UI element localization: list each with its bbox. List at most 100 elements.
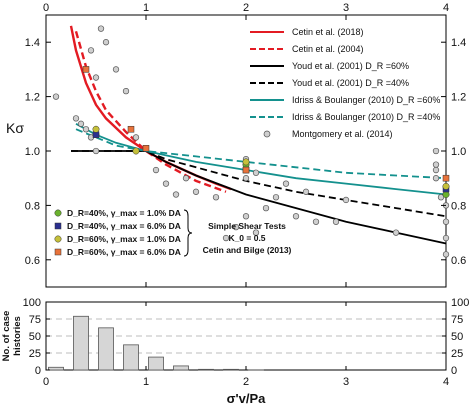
- montgomery-point: [432, 166, 440, 174]
- top-y-tick-label-right: 1.2: [451, 92, 466, 104]
- top-y-tick-label-right: 1.4: [451, 37, 466, 49]
- top-y-tick-label-left: 1.2: [25, 92, 40, 104]
- montgomery-point: [92, 147, 100, 155]
- montgomery-point: [442, 234, 450, 242]
- bottom-y-tick-label-left: 100: [23, 297, 41, 309]
- montgomery-point: [432, 161, 440, 168]
- top-y-tick-label-right: 0.8: [451, 200, 466, 212]
- montgomery-point: [432, 147, 440, 155]
- legend-entry-label: Montgomery et al. (2014): [292, 129, 393, 139]
- simple-shear-legend-marker: [54, 235, 62, 243]
- bottom-y-tick-label-right: 75: [451, 314, 463, 326]
- brace: [183, 209, 193, 257]
- bottom-bars: [48, 315, 264, 371]
- top-y-tick-label-right: 0.6: [451, 255, 466, 267]
- bottom-x-tick-label: 1: [143, 376, 149, 388]
- simple-shear-point: [92, 125, 100, 133]
- top-y-tick-label-left: 0.6: [25, 255, 40, 267]
- bottom-y-tick-label-left: 25: [29, 348, 41, 360]
- top-x-tick-label: 4: [443, 2, 449, 14]
- simple-shear-annotation: Cetin and Bilge (2013): [203, 245, 292, 255]
- legend-entry-label: Cetin et al. (2004): [292, 44, 364, 54]
- bottom-x-tick-label: 3: [343, 376, 349, 388]
- montgomery-point: [222, 234, 230, 242]
- simple-shear-annotation: Simple Shear Tests: [208, 221, 286, 231]
- montgomery-point: [112, 66, 120, 73]
- montgomery-point: [122, 88, 130, 95]
- series-line-4: [75, 123, 447, 196]
- legend-swatch: [263, 130, 271, 138]
- montgomery-point: [252, 169, 260, 176]
- simple-shear-legend: D_R=40%, γ_max = 1.0% DA D_R=40%, γ_max =…: [54, 208, 292, 257]
- bottom-y-tick-label-right: 50: [451, 331, 463, 343]
- bottom-y-axis-label-line-2: histories: [12, 316, 23, 356]
- top-y-tick-label-right: 1.0: [451, 146, 466, 158]
- top-y-tick-label-left: 0.8: [25, 200, 40, 212]
- bottom-y-axis-label-line-1: No. of case: [1, 311, 12, 362]
- montgomery-point: [97, 25, 105, 32]
- legend-entry-label: Youd et al. (2001) D_R =40%: [292, 78, 409, 88]
- histogram-bar: [148, 356, 164, 371]
- bottom-y-tick-label-right: 25: [451, 348, 463, 360]
- simple-shear-legend-label: D_R=60%, γ_max = 1.0% DA: [67, 234, 181, 244]
- simple-shear-point: [127, 125, 135, 133]
- montgomery-point: [252, 229, 260, 236]
- top-plot: 0 1 2 3 4 0.6 0.6 0.8 0.8 1.0 1.0 1.2 1.2 1.4 1.4 Kσ C…: [6, 2, 466, 288]
- legend-entry-label: Idriss & Boulanger (2010) D_R =60%: [292, 95, 440, 105]
- montgomery-point: [442, 218, 450, 225]
- histogram-bar: [173, 365, 189, 371]
- bottom-x-tick-label: 2: [243, 376, 249, 388]
- top-x-tick-label: 0: [43, 2, 49, 14]
- simple-shear-legend-label: D_R=60%, γ_max = 6.0% DA: [67, 247, 181, 257]
- top-y-tick-label-left: 1.4: [25, 37, 40, 49]
- histogram-bar: [98, 327, 114, 371]
- montgomery-point: [437, 194, 445, 201]
- montgomery-point: [82, 126, 90, 133]
- montgomery-point: [392, 229, 400, 236]
- legend-entry-label: Idriss & Boulanger (2010) D_R =40%: [292, 112, 440, 122]
- histogram-bar: [73, 315, 89, 371]
- simple-shear-point: [142, 145, 150, 152]
- bottom-x-tick-label: 4: [443, 376, 449, 388]
- montgomery-point: [72, 115, 80, 122]
- montgomery-point: [282, 180, 290, 187]
- montgomery-point: [102, 39, 110, 46]
- top-x-tick-label: 1: [143, 2, 149, 14]
- bottom-y-tick-label-left: 0: [35, 365, 41, 377]
- simple-shear-point: [242, 166, 250, 174]
- bottom-grid: [46, 318, 446, 354]
- top-points: [52, 25, 450, 258]
- montgomery-point: [152, 166, 160, 174]
- simple-shear-point: [242, 158, 250, 166]
- bottom-x-axis-label: σ'v/Pa: [227, 391, 266, 406]
- montgomery-point: [432, 175, 440, 182]
- montgomery-point: [262, 204, 270, 212]
- montgomery-point: [272, 194, 280, 201]
- montgomery-point: [172, 191, 180, 198]
- montgomery-point: [242, 175, 250, 182]
- simple-shear-legend-label: D_R=40%, γ_max = 1.0% DA: [67, 208, 181, 218]
- bottom-y-tick-label-right: 0: [451, 365, 457, 377]
- bottom-x-tick-label: 0: [43, 376, 49, 388]
- montgomery-point: [332, 218, 340, 225]
- simple-shear-point: [132, 147, 140, 155]
- bottom-y-tick-label-left: 75: [29, 314, 41, 326]
- simple-shear-point: [82, 66, 90, 73]
- bottom-y-tick-label-right: 100: [451, 297, 469, 309]
- simple-shear-point: [442, 182, 450, 190]
- montgomery-point: [52, 93, 60, 100]
- montgomery-point: [302, 188, 310, 195]
- legend-entry-label: Cetin et al. (2018): [292, 27, 364, 37]
- histogram-bar: [198, 368, 214, 371]
- montgomery-point: [192, 188, 200, 195]
- montgomery-point: [292, 213, 300, 220]
- montgomery-point: [442, 251, 450, 258]
- montgomery-point: [312, 218, 320, 225]
- montgomery-point: [87, 47, 95, 54]
- simple-shear-legend-label: D_R=40%, γ_max = 6.0% DA: [67, 221, 181, 231]
- histogram-bar: [123, 344, 139, 371]
- legend: Cetin et al. (2018) Cetin et al. (2004) Yo…: [250, 27, 440, 139]
- simple-shear-annotation: K_0 = 0.5: [228, 233, 265, 243]
- montgomery-point: [162, 180, 170, 187]
